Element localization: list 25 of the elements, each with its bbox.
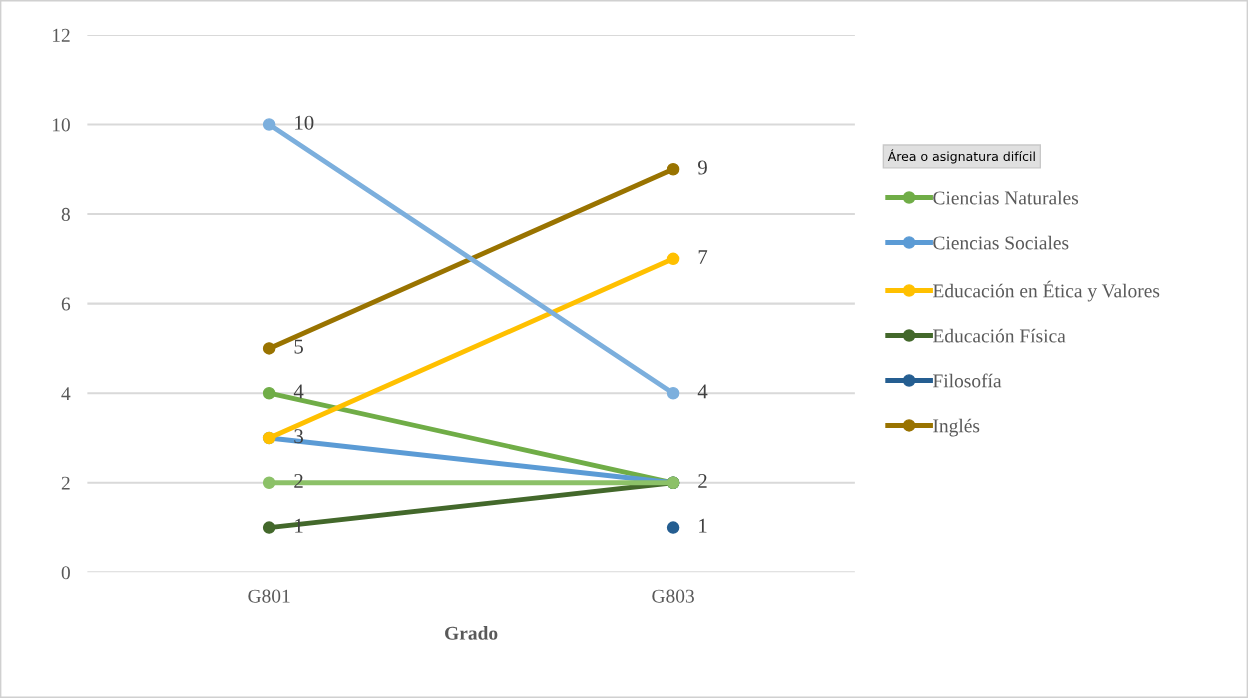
data-label: 7 xyxy=(698,250,708,264)
y-tick-label: 12 xyxy=(52,28,70,42)
data-label: 5 xyxy=(294,339,303,354)
data-label: 4 xyxy=(293,384,304,399)
y-tick-label: 10 xyxy=(52,118,70,132)
y-tick-label: 2 xyxy=(61,476,70,490)
legend-label: Inglés xyxy=(933,418,980,437)
legend-label: Educación Física xyxy=(933,328,1066,343)
legend-title: Área o asignatura difícil xyxy=(887,149,1035,164)
x-tick-label: G801 xyxy=(248,589,290,603)
y-tick-label: 0 xyxy=(61,566,70,580)
y-tick-label: 6 xyxy=(61,297,71,311)
legend-label: Ciencias Sociales xyxy=(933,235,1069,250)
data-label: 10 xyxy=(295,115,314,130)
legend-label: Educación en Ética y Valores xyxy=(933,280,1160,302)
x-axis-title: Grado xyxy=(445,626,498,640)
legend-label: Filosofía xyxy=(933,373,1002,388)
data-label: 1 xyxy=(699,518,707,533)
data-label: 2 xyxy=(698,474,707,488)
x-tick-label: G803 xyxy=(652,589,694,603)
legend-label: Ciencias Naturales xyxy=(933,190,1079,205)
y-tick-label: 8 xyxy=(61,207,70,221)
data-label: 4 xyxy=(697,384,708,399)
data-label: 9 xyxy=(698,160,707,175)
y-tick-label: 4 xyxy=(61,387,71,400)
